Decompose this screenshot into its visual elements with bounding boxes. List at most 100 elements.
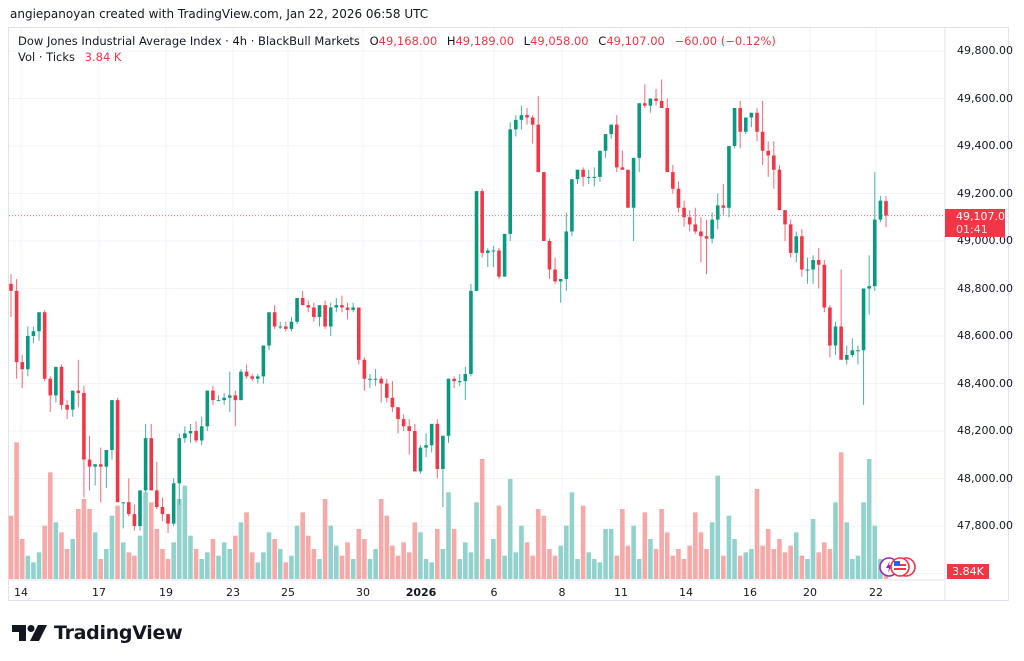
tradingview-logo[interactable]: TradingView bbox=[12, 622, 183, 644]
candle-body bbox=[401, 419, 406, 427]
candle-body bbox=[648, 98, 653, 106]
volume-bar bbox=[754, 489, 760, 579]
last-volume-tag: 3.84K bbox=[947, 564, 989, 579]
time-axis-label: 23 bbox=[226, 586, 240, 599]
candle-body bbox=[715, 205, 720, 220]
volume-bar bbox=[816, 552, 821, 579]
volume-bar bbox=[676, 549, 681, 579]
volume-bar bbox=[805, 559, 810, 579]
volume-bar bbox=[165, 559, 171, 579]
legend-close-label: C bbox=[598, 34, 607, 48]
volume-bar bbox=[563, 525, 569, 579]
volume-bar bbox=[373, 549, 378, 579]
candle-body bbox=[772, 155, 776, 170]
candle-body bbox=[272, 312, 277, 327]
candle-body bbox=[659, 100, 664, 108]
candle-body bbox=[721, 205, 726, 208]
candle-body bbox=[508, 129, 512, 234]
candle-body bbox=[368, 378, 372, 380]
legend-high-value: 49,189.00 bbox=[455, 34, 515, 48]
candle-body bbox=[788, 224, 793, 253]
volume-bar bbox=[603, 529, 608, 579]
candle-body bbox=[833, 326, 838, 346]
candle-body bbox=[805, 269, 810, 271]
volume-bar bbox=[272, 539, 277, 579]
candle-body bbox=[155, 490, 159, 507]
price-axis-label: 48,200.00 bbox=[957, 424, 1013, 437]
candle-body bbox=[474, 191, 479, 291]
volume-bar bbox=[586, 552, 592, 579]
volume-bar bbox=[176, 499, 182, 579]
volume-bar bbox=[64, 549, 70, 579]
candle-body bbox=[171, 483, 176, 524]
candle-body bbox=[104, 450, 109, 467]
candle-body bbox=[143, 438, 148, 491]
legend-symbol[interactable]: Dow Jones Industrial Average Index · 4h … bbox=[18, 34, 360, 48]
candle-body bbox=[665, 108, 670, 173]
volume-bar bbox=[418, 532, 423, 579]
candle-body bbox=[603, 134, 608, 151]
volume-bar bbox=[216, 555, 221, 579]
volume-bar bbox=[446, 492, 451, 579]
time-axis-label: 19 bbox=[159, 586, 173, 599]
volume-bar bbox=[294, 525, 300, 579]
candle-body bbox=[816, 260, 821, 265]
candle-body bbox=[620, 167, 625, 170]
candle-body bbox=[351, 307, 355, 310]
candle-body bbox=[586, 176, 591, 178]
volume-bar bbox=[255, 562, 261, 579]
volume-bar bbox=[227, 549, 233, 579]
candle-body bbox=[345, 307, 350, 310]
time-axis-label: 2026 bbox=[405, 586, 437, 599]
volume-bar bbox=[670, 555, 676, 579]
candle-body bbox=[160, 507, 165, 515]
volume-bar bbox=[210, 539, 216, 579]
candle-body bbox=[379, 378, 383, 384]
candle-body bbox=[839, 326, 843, 360]
candle-body bbox=[614, 124, 619, 168]
volume-bar bbox=[412, 522, 418, 579]
candle-body bbox=[777, 169, 782, 211]
time-axis-label: 14 bbox=[679, 586, 693, 599]
volume-bar bbox=[687, 545, 692, 579]
volume-bar bbox=[519, 525, 524, 579]
candle-body bbox=[244, 371, 249, 377]
candle-body bbox=[609, 124, 613, 135]
candle-body bbox=[828, 307, 832, 346]
legend-volume-label[interactable]: Vol · Ticks bbox=[18, 50, 76, 64]
volume-bar bbox=[132, 555, 137, 579]
volume-bar bbox=[704, 549, 709, 579]
volume-bar bbox=[608, 529, 614, 579]
candle-body bbox=[581, 169, 585, 177]
volume-bar bbox=[547, 549, 552, 579]
volume-bar bbox=[31, 562, 36, 579]
volume-bar bbox=[659, 509, 664, 579]
volume-bar bbox=[709, 522, 715, 579]
candle-body bbox=[452, 378, 456, 382]
price-axis-label: 48,800.00 bbox=[957, 281, 1013, 295]
candle-body bbox=[166, 514, 170, 524]
legend-volume-value: 3.84 K bbox=[84, 50, 122, 64]
volume-bar bbox=[182, 485, 188, 579]
candle-body bbox=[519, 115, 524, 120]
volume-bar bbox=[726, 515, 732, 579]
volume-bar bbox=[8, 515, 14, 579]
volume-bar bbox=[451, 529, 457, 579]
volume-bar bbox=[233, 535, 238, 579]
candle-body bbox=[671, 172, 675, 189]
candle-body bbox=[300, 298, 305, 306]
candle-body bbox=[48, 378, 53, 396]
candle-body bbox=[710, 219, 714, 239]
volume-bar bbox=[861, 502, 866, 579]
volume-bar bbox=[507, 479, 513, 579]
time-axis-label: 8 bbox=[558, 586, 566, 599]
volume-bar bbox=[788, 545, 793, 579]
candle-body bbox=[115, 400, 120, 503]
volume-bar bbox=[109, 515, 115, 579]
economic-events-icons[interactable] bbox=[879, 556, 919, 578]
candle-body bbox=[70, 390, 75, 410]
volume-bar bbox=[350, 559, 356, 579]
volume-bar bbox=[653, 549, 659, 579]
candle-body bbox=[138, 490, 142, 526]
